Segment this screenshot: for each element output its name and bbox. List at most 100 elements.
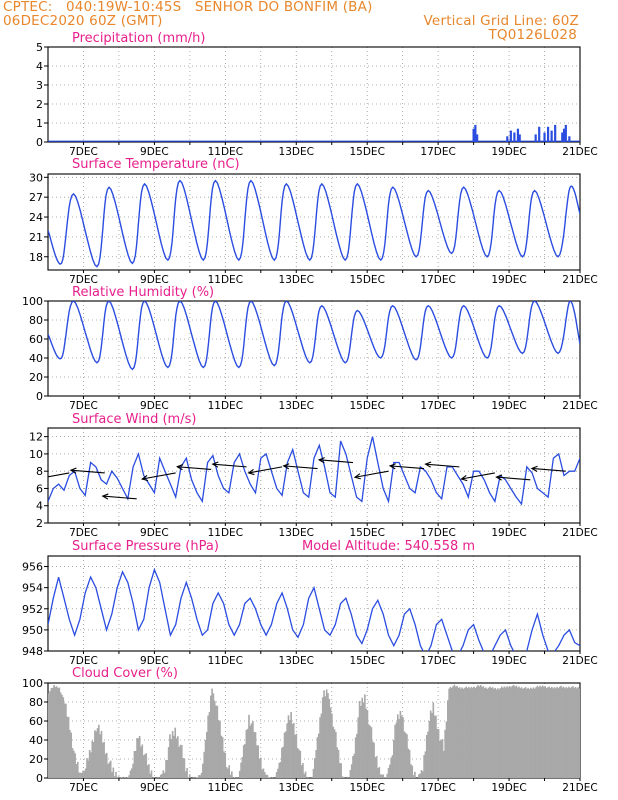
cloud-bar [94,730,96,778]
wind-arrow-head [353,473,361,480]
cloud-bar [431,712,433,778]
cloud-bar [324,696,327,778]
cloud-bar [304,771,307,778]
cloud-bar [435,715,437,778]
cloud-bar [79,772,82,778]
wind-arrow-head [175,464,184,471]
cloud-bar [356,733,358,778]
cloud-bar [457,687,460,778]
cloud-bar [67,716,70,778]
x-tick-label: 9DEC [140,655,169,667]
cloud-bar [373,742,375,778]
cloud-bar [561,687,564,778]
cloud-bar [448,688,450,778]
cloud-bar [249,725,252,778]
cloud-bar [212,693,215,778]
cloud-bar [161,773,163,778]
cloud-bar [339,763,341,778]
header-datetime: 06DEC2020 60Z (GMT) [3,13,163,29]
y-tick-label: 30 [29,171,43,184]
cloud-bar [516,687,519,778]
cloud-bar [100,730,103,778]
cloud-bar [477,685,479,778]
cloud-bar [419,773,421,778]
cloud-bar [370,727,373,778]
precip-bar [506,136,509,142]
wind-arrow [461,472,495,480]
cloud-bar [92,741,95,778]
pressure-panel: Surface Pressure (hPa) Model Altitude: 54… [22,539,598,667]
cloud-bar [294,734,296,778]
x-tick-label: 7DEC [69,400,98,412]
y-tick-label: 0 [36,136,43,149]
cloud-bar [440,740,443,778]
cloud-bar [320,713,323,778]
cloud-bar [179,744,182,778]
cloud-bar [290,711,292,778]
y-tick-label: 2 [36,98,43,111]
cloud-bar [410,764,412,778]
cloud-bar [340,763,342,778]
x-tick-label: 13DEC [279,274,314,286]
wind-arrow-head [424,461,432,468]
cloud-bar [311,776,313,778]
cloud-bar [495,689,498,778]
wind-arrow-head [317,457,325,464]
cloud-bar [240,762,242,778]
cloud-bar [252,721,254,778]
cloud-bar [402,717,404,778]
cloud-bar [142,755,145,778]
x-tick-label: 9DEC [140,782,169,794]
precip-bar [564,124,567,142]
cloud-bar [159,774,162,778]
cloud-bar [395,722,398,778]
cloud-bar [69,730,71,778]
cloud-bar [483,688,486,778]
x-tick-label: 17DEC [420,274,455,286]
cloud-bar [500,686,503,778]
cloud-bar [529,687,532,778]
precip-bar [554,124,557,142]
cloud-bar [134,750,137,778]
temp-series [48,179,580,268]
x-tick-label: 15DEC [349,146,384,158]
cloud-bar [107,763,109,778]
cloud-bar [73,750,75,778]
cloud-bar [50,688,53,778]
cloud-bar [83,770,86,778]
cloud-bar [216,705,219,778]
wind-arrow [142,472,176,480]
cloud-bar [98,724,100,778]
cloud-bar [428,721,431,778]
cloud-bar [486,688,489,778]
wind-panel: Surface Wind (m/s) 2 4 6 8 10 12 7DEC 9DEC 11DEC 1… [29,412,598,539]
rh-line [48,301,580,371]
cloud-bar [217,720,220,778]
cloud-bar [105,752,108,778]
cloud-bar [406,734,408,778]
cloud-bar [169,734,171,778]
cloud-bar [71,748,74,778]
cloud-bar [539,685,541,778]
cloud-bar [404,732,407,778]
cloud-bar [498,689,500,778]
cloud-bar [219,721,221,778]
x-tick-label: 7DEC [69,655,98,667]
cloud-bar [503,686,506,778]
cloud-bar [86,758,88,778]
cloud-bar [281,747,283,778]
cloud-bar [570,687,573,778]
precip-bar [534,134,537,142]
x-tick-label: 11DEC [208,527,243,539]
x-tick-label: 13DEC [279,527,314,539]
cloud-bar [300,765,303,778]
cloud-bar [121,776,124,778]
precip-panel: Precipitation (mm/h) 0 1 2 3 4 5 7DEC 9DEC 11DEC 1… [36,31,598,158]
wind-arrow-head [247,468,255,476]
cloud-bar [506,686,508,778]
cloud-bar [207,715,209,778]
cloud-bar [556,686,558,778]
y-tick-label: 60 [29,715,43,728]
cloud-bar [393,740,395,778]
cloud-panel: Cloud Cover (%) 0 20 40 60 80 100 7DEC 9DEC 11DEC… [22,666,598,794]
